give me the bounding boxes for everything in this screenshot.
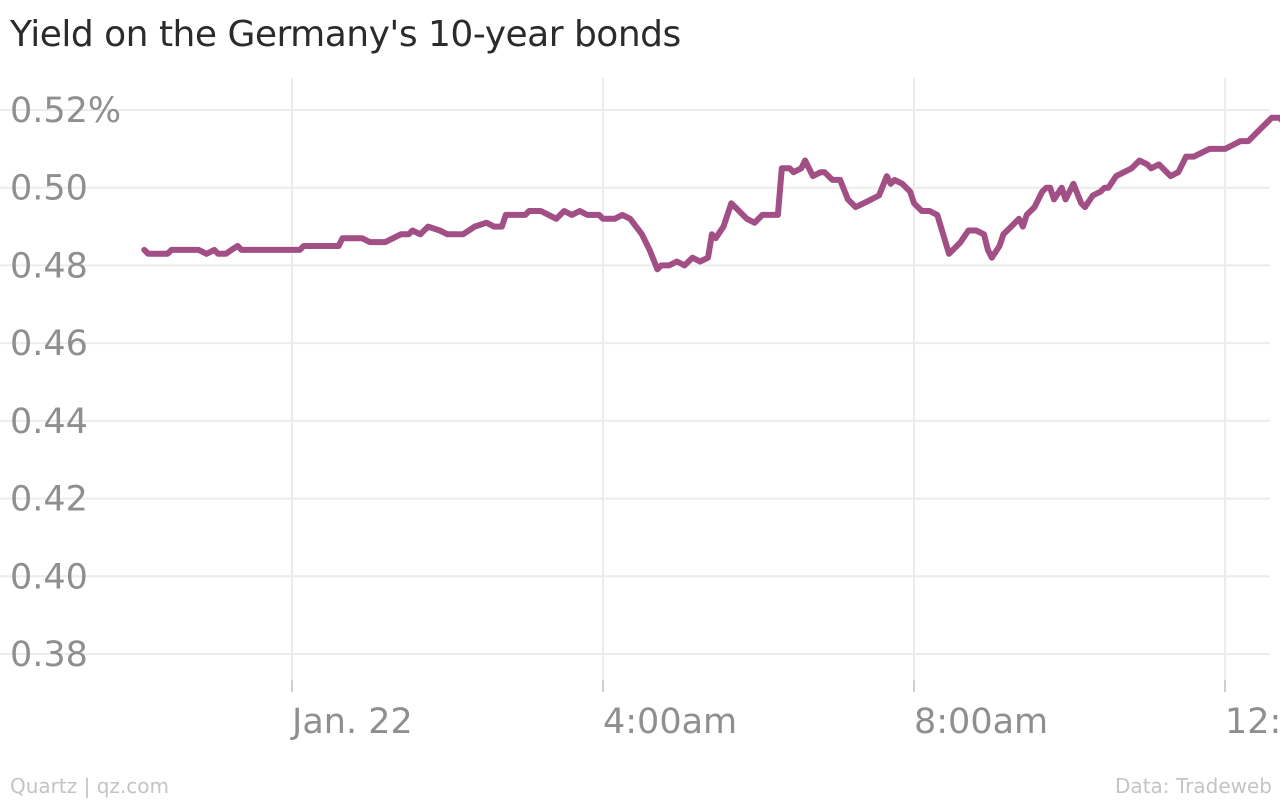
source-credit: Quartz | qz.com [10, 774, 169, 798]
gridlines [0, 78, 1270, 688]
y-tick-label: 0.52% [10, 91, 121, 131]
data-source: Data: Tradeweb [1115, 774, 1272, 798]
y-axis: 0.38 0.40 0.42 0.44 0.46 0.48 0.50 0.52% [10, 91, 121, 675]
y-tick-label: 0.38 [10, 635, 88, 675]
chart-title: Yield on the Germany's 10-year bonds [10, 14, 681, 55]
x-tick-label: 12:00pm [1225, 702, 1280, 742]
y-tick-label: 0.46 [10, 324, 88, 364]
y-tick-label: 0.48 [10, 246, 88, 286]
y-tick-label: 0.44 [10, 402, 88, 442]
y-tick-label: 0.40 [10, 557, 88, 597]
x-tick-label: 8:00am [914, 702, 1048, 742]
series-layer [141, 114, 1280, 273]
x-axis: Jan. 22 4:00am 8:00am 12:00pm [290, 680, 1280, 742]
y-tick-label: 0.42 [10, 480, 88, 520]
x-tick-label: 4:00am [603, 702, 737, 742]
series-line [141, 114, 1280, 273]
x-tick-label: Jan. 22 [290, 702, 413, 742]
y-tick-label: 0.50 [10, 169, 88, 209]
